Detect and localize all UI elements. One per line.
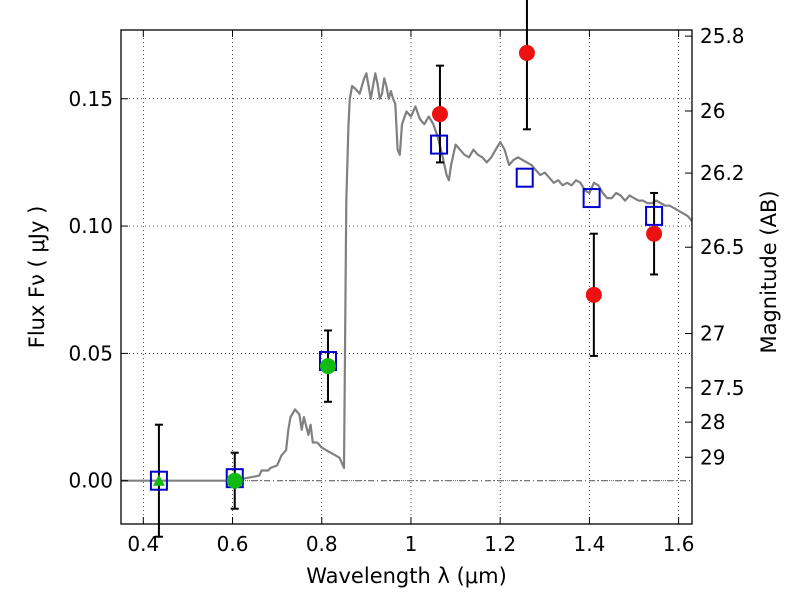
y-tick-label: 0.00 <box>68 469 113 493</box>
observed-triangle-marker <box>152 474 165 486</box>
x-tick-label: 0.4 <box>127 532 159 556</box>
error-bars <box>154 0 659 538</box>
model-point-marker <box>430 134 449 155</box>
axis-labels: Wavelength λ (μm) Flux Fν ( μJy ) Magnit… <box>25 190 781 588</box>
model-sed-line <box>121 72 693 482</box>
observed-green-marker <box>226 472 243 489</box>
observed-red-marker <box>518 44 535 61</box>
y-tick-label: 0.05 <box>68 341 113 365</box>
right-tick-label: 29 <box>700 445 725 469</box>
plot-frame <box>120 29 693 525</box>
observed-green-marker <box>319 358 336 375</box>
right-tick-label: 25.8 <box>700 24 745 48</box>
right-tick-label: 26 <box>700 99 725 123</box>
x-tick-label: 0.6 <box>217 532 249 556</box>
grid <box>121 30 692 524</box>
right-tick-label: 26.5 <box>700 235 745 259</box>
axis-ticks: 0.4 0.6 0.8 1 1.2 1.4 1.6 0.00 0.05 0.10 0.15 25.8 2… <box>68 24 744 556</box>
observed-red-marker <box>431 106 448 123</box>
x-tick-label: 1 <box>405 532 418 556</box>
right-tick-label: 27.5 <box>700 376 745 400</box>
data-points <box>149 44 664 491</box>
x-tick-label: 1.6 <box>663 532 695 556</box>
model-point-marker <box>582 188 601 209</box>
x-tick-label: 0.8 <box>306 532 338 556</box>
model-point-marker <box>149 470 168 491</box>
right-axis-label: Magnitude (AB) <box>757 190 781 353</box>
observed-red-marker <box>646 225 663 242</box>
right-tick-label: 27 <box>700 322 725 346</box>
model-point-marker <box>515 167 534 188</box>
x-tick-label: 1.4 <box>573 532 605 556</box>
x-tick-label: 1.2 <box>484 532 516 556</box>
y-tick-label: 0.15 <box>68 87 113 111</box>
y-tick-label: 0.10 <box>68 214 113 238</box>
right-tick-label: 26.2 <box>700 161 745 185</box>
model-curve-layer <box>121 72 693 482</box>
right-tick-label: 28 <box>700 410 725 434</box>
x-axis-label: Wavelength λ (μm) <box>306 564 507 588</box>
y-axis-label: Flux Fν ( μJy ) <box>25 206 49 349</box>
observed-red-marker <box>585 286 602 303</box>
model-point-marker <box>645 205 664 226</box>
